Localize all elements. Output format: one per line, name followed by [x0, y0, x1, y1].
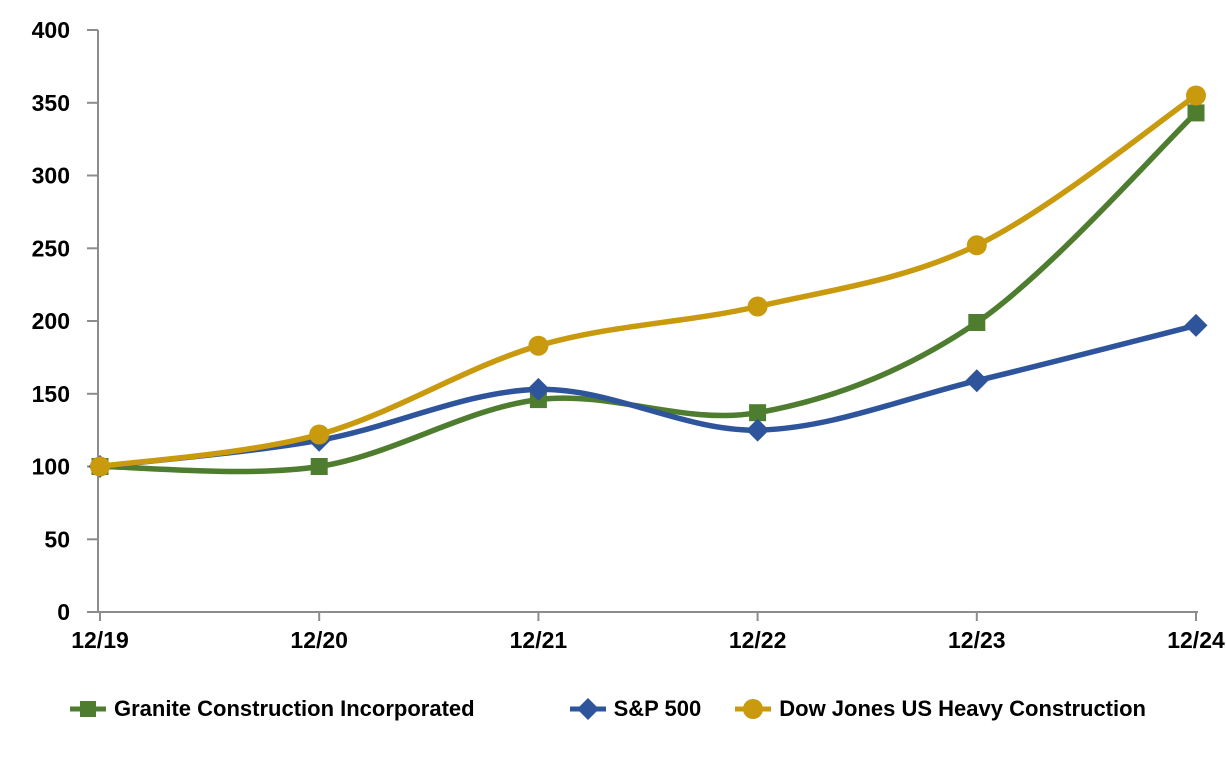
chart-legend: Granite Construction Incorporated S&P 500…	[70, 696, 1146, 722]
legend-circle-marker-icon	[735, 699, 772, 719]
y-tick-label: 100	[32, 454, 70, 480]
y-tick-label: 0	[57, 599, 70, 625]
y-tick-label: 350	[32, 90, 70, 116]
legend-marker-dow-jones-us-heavy-construction	[743, 699, 764, 719]
x-tick-label: 12/20	[290, 627, 348, 653]
data-point-marker-granite-construction-incorporated	[310, 458, 328, 475]
data-point-marker-dow-jones-us-heavy-construction	[1186, 85, 1206, 106]
series-line-dow-jones-us-heavy-construction	[97, 92, 1199, 470]
legend-label-granite-construction-incorporated: Granite Construction Incorporated	[114, 696, 475, 721]
data-point-marker-s-p-500	[746, 418, 770, 442]
data-point-marker-s-p-500	[965, 369, 989, 393]
data-point-marker-s-p-500	[526, 377, 550, 401]
data-point-marker-dow-jones-us-heavy-construction	[747, 296, 768, 317]
data-point-marker-dow-jones-us-heavy-construction	[90, 456, 110, 477]
legend-square-marker-icon	[70, 701, 106, 717]
legend-item-s-p-500: S&P 500	[569, 696, 702, 722]
legend-diamond-marker-icon	[569, 698, 606, 720]
legend-marker-s-p-500	[576, 698, 599, 720]
legend-label-dow-jones-us-heavy-construction: Dow Jones US Heavy Construction	[779, 696, 1146, 721]
legend-marker-granite-construction-incorporated	[80, 701, 96, 717]
x-tick-label: 12/22	[729, 627, 787, 653]
series-line-granite-construction-incorporated	[97, 110, 1199, 475]
data-point-marker-granite-construction-incorporated	[1187, 104, 1205, 122]
y-tick-label: 50	[44, 526, 70, 552]
data-point-marker-granite-construction-incorporated	[749, 404, 767, 422]
x-tick-label: 12/19	[71, 627, 129, 653]
data-point-marker-granite-construction-incorporated	[968, 314, 986, 331]
y-tick-label: 200	[32, 308, 70, 334]
legend-item-dow-jones-us-heavy-construction: Dow Jones US Heavy Construction	[735, 696, 1146, 722]
x-tick-label: 12/24	[1167, 627, 1225, 653]
y-tick-label: 300	[32, 163, 70, 189]
data-point-marker-dow-jones-us-heavy-construction	[309, 424, 330, 445]
data-point-marker-dow-jones-us-heavy-construction	[966, 235, 987, 256]
x-tick-label: 12/23	[948, 627, 1006, 653]
data-point-marker-dow-jones-us-heavy-construction	[528, 335, 549, 356]
y-tick-label: 400	[32, 17, 70, 43]
y-tick-label: 150	[32, 381, 70, 407]
data-point-marker-s-p-500	[1184, 313, 1208, 337]
x-tick-label: 12/21	[510, 627, 568, 653]
legend-label-s-p-500: S&P 500	[613, 696, 702, 721]
y-tick-label: 250	[32, 235, 70, 261]
series-line-s-p-500	[97, 322, 1199, 470]
legend-item-granite-construction-incorporated: Granite Construction Incorporated	[70, 696, 475, 722]
axis-lines	[97, 30, 1198, 613]
